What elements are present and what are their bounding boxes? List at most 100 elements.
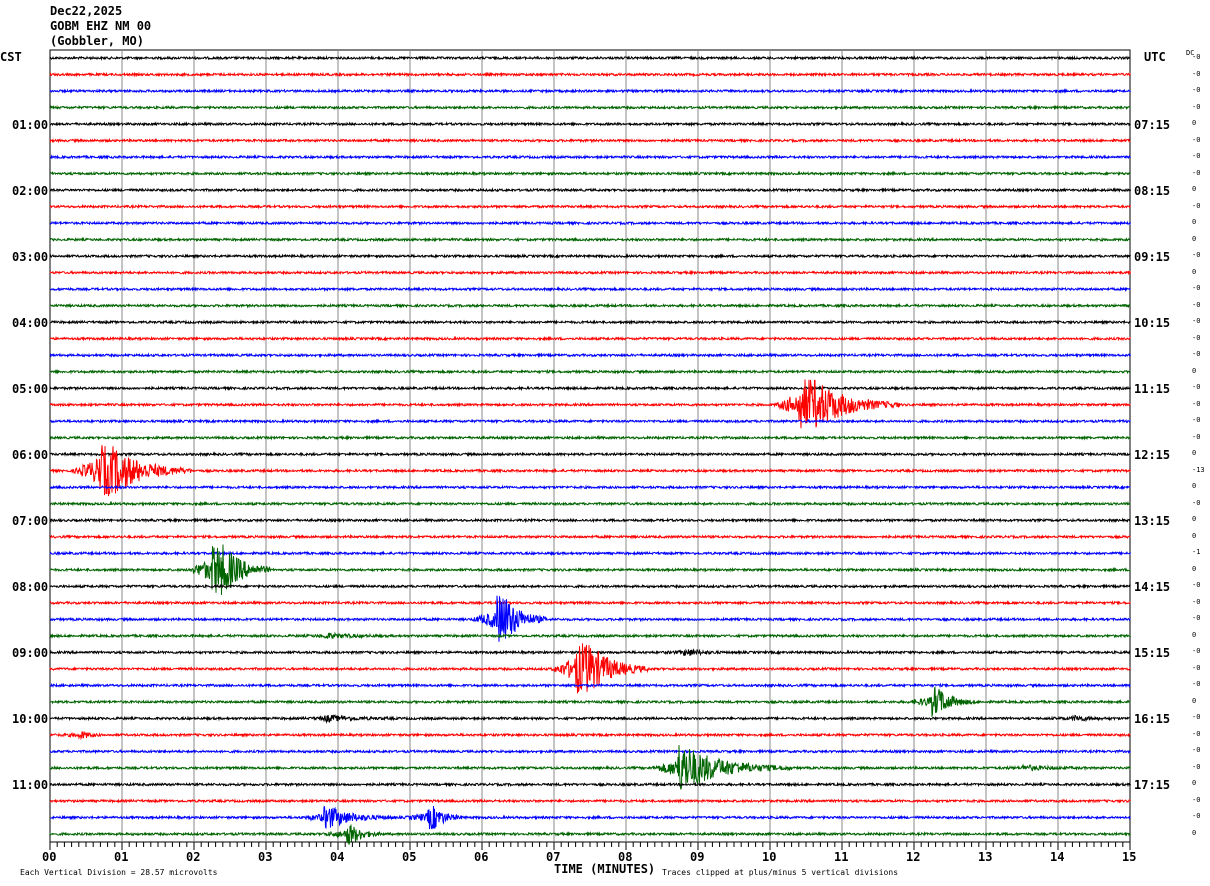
- trace-line-9: [49, 203, 1131, 210]
- dc-offset: -0: [1192, 152, 1201, 161]
- dc-offset: -0: [1192, 399, 1201, 408]
- x-tick-label: 05: [402, 850, 417, 864]
- trace-line-39: [49, 686, 1131, 717]
- dc-offset: -0: [1192, 168, 1201, 177]
- dc-offset: -0: [1192, 300, 1201, 309]
- utc-time-label: 11:15: [1134, 382, 1171, 397]
- trace-line-29: [49, 533, 1131, 540]
- dc-offset: 0: [1192, 564, 1197, 573]
- trace-line-14: [50, 286, 1131, 293]
- dc-offset: -0: [1192, 102, 1201, 111]
- dc-offset: -0: [1192, 812, 1201, 821]
- dc-offset: 0: [1192, 185, 1197, 194]
- trace-line-40: [49, 714, 1131, 724]
- trace-line-33: [49, 599, 1131, 606]
- trace-line-3: [49, 104, 1131, 111]
- dc-offset: -0: [1192, 53, 1201, 61]
- utc-time-label: 09:15: [1134, 250, 1171, 265]
- trace-line-8: [49, 187, 1131, 193]
- cst-time-label: 04:00: [12, 316, 49, 331]
- dc-offset: -0: [1192, 498, 1201, 507]
- x-axis-label: TIME (MINUTES): [554, 862, 656, 876]
- dc-offset: 0: [1192, 531, 1197, 540]
- cst-time-label: 08:00: [12, 580, 49, 595]
- dc-offset: 0: [1192, 267, 1197, 276]
- trace-line-35: [49, 631, 1131, 640]
- trace-line-44: [49, 781, 1131, 788]
- x-tick-label: 02: [186, 850, 201, 864]
- trace-line-46: [49, 805, 1131, 830]
- dc-offset: -0: [1192, 201, 1201, 210]
- trace-line-43: [49, 745, 1131, 790]
- dc-offset: 0: [1192, 449, 1197, 458]
- location-label: (Gobbler, MO): [50, 34, 144, 48]
- dc-offset: -0: [1192, 317, 1201, 326]
- trace-line-38: [49, 682, 1131, 689]
- trace-line-1: [49, 71, 1131, 78]
- trace-line-37: [49, 643, 1131, 694]
- x-tick-label: 14: [1050, 850, 1065, 864]
- x-tick-label: 00: [42, 850, 57, 864]
- cst-time-label: 02:00: [12, 184, 49, 199]
- trace-line-12: [49, 253, 1131, 260]
- dc-label: DC: [1186, 49, 1195, 57]
- trace-line-15: [49, 302, 1131, 309]
- dc-offset: -0: [1192, 647, 1201, 656]
- left-timezone: CST: [0, 50, 22, 64]
- trace-line-47: [49, 824, 1131, 845]
- trace-line-32: [49, 583, 1131, 590]
- x-tick-label: 07: [546, 850, 561, 864]
- trace-line-18: [49, 352, 1131, 359]
- plot-frame: [49, 49, 1131, 843]
- dc-offset: -0: [1192, 333, 1201, 342]
- trace-line-7: [49, 170, 1131, 177]
- dc-offset: -0: [1192, 597, 1201, 606]
- trace-line-19: [49, 368, 1131, 375]
- trace-line-2: [49, 88, 1131, 95]
- dc-offset: 0: [1192, 630, 1197, 639]
- trace-line-30: [49, 550, 1131, 557]
- x-tick-label: 10: [762, 850, 777, 864]
- dc-offset: -0: [1192, 663, 1201, 672]
- trace-line-16: [49, 319, 1131, 326]
- dc-offset: -0: [1192, 614, 1201, 623]
- utc-time-label: 08:15: [1134, 184, 1171, 199]
- dc-offset: -0: [1192, 581, 1201, 590]
- trace-line-22: [49, 418, 1131, 425]
- dc-offset: -0: [1192, 762, 1201, 771]
- x-tick-label: 13: [978, 850, 993, 864]
- dc-offset: -0: [1192, 69, 1201, 78]
- clip-note: Traces clipped at plus/minus 5 vertical …: [662, 868, 899, 877]
- dc-offset: -0: [1192, 713, 1201, 722]
- dc-offset: 0: [1192, 482, 1197, 491]
- trace-line-28: [49, 517, 1131, 524]
- dc-offset: -0: [1192, 729, 1201, 738]
- dc-offset: -1: [1192, 548, 1201, 557]
- cst-time-label: 03:00: [12, 250, 49, 265]
- dc-offset: -0: [1192, 746, 1201, 755]
- right-timezone: UTC: [1144, 50, 1166, 64]
- utc-time-label: 12:15: [1134, 448, 1171, 463]
- utc-time-label: 07:15: [1134, 118, 1171, 133]
- dc-offset: -0: [1192, 680, 1201, 689]
- trace-line-20: [49, 385, 1131, 392]
- trace-line-42: [49, 748, 1131, 755]
- trace-line-24: [49, 451, 1131, 458]
- trace-line-45: [49, 798, 1131, 804]
- utc-time-label: 13:15: [1134, 514, 1171, 529]
- dc-offset: -13: [1192, 465, 1205, 474]
- dc-offset: 0: [1192, 119, 1197, 128]
- cst-time-label: 11:00: [12, 778, 49, 793]
- dc-offset: 0: [1192, 515, 1197, 524]
- trace-line-4: [49, 121, 1131, 128]
- cst-time-label: 07:00: [12, 514, 49, 529]
- cst-time-label: 06:00: [12, 448, 49, 463]
- dc-offset: -0: [1192, 350, 1201, 359]
- station-label: GOBM EHZ NM 00: [50, 19, 152, 33]
- dc-offset: -0: [1192, 416, 1201, 425]
- dc-offset: 0: [1192, 366, 1197, 375]
- dc-offset: -0: [1192, 86, 1201, 95]
- x-tick-label: 03: [258, 850, 273, 864]
- cst-time-label: 10:00: [12, 712, 49, 727]
